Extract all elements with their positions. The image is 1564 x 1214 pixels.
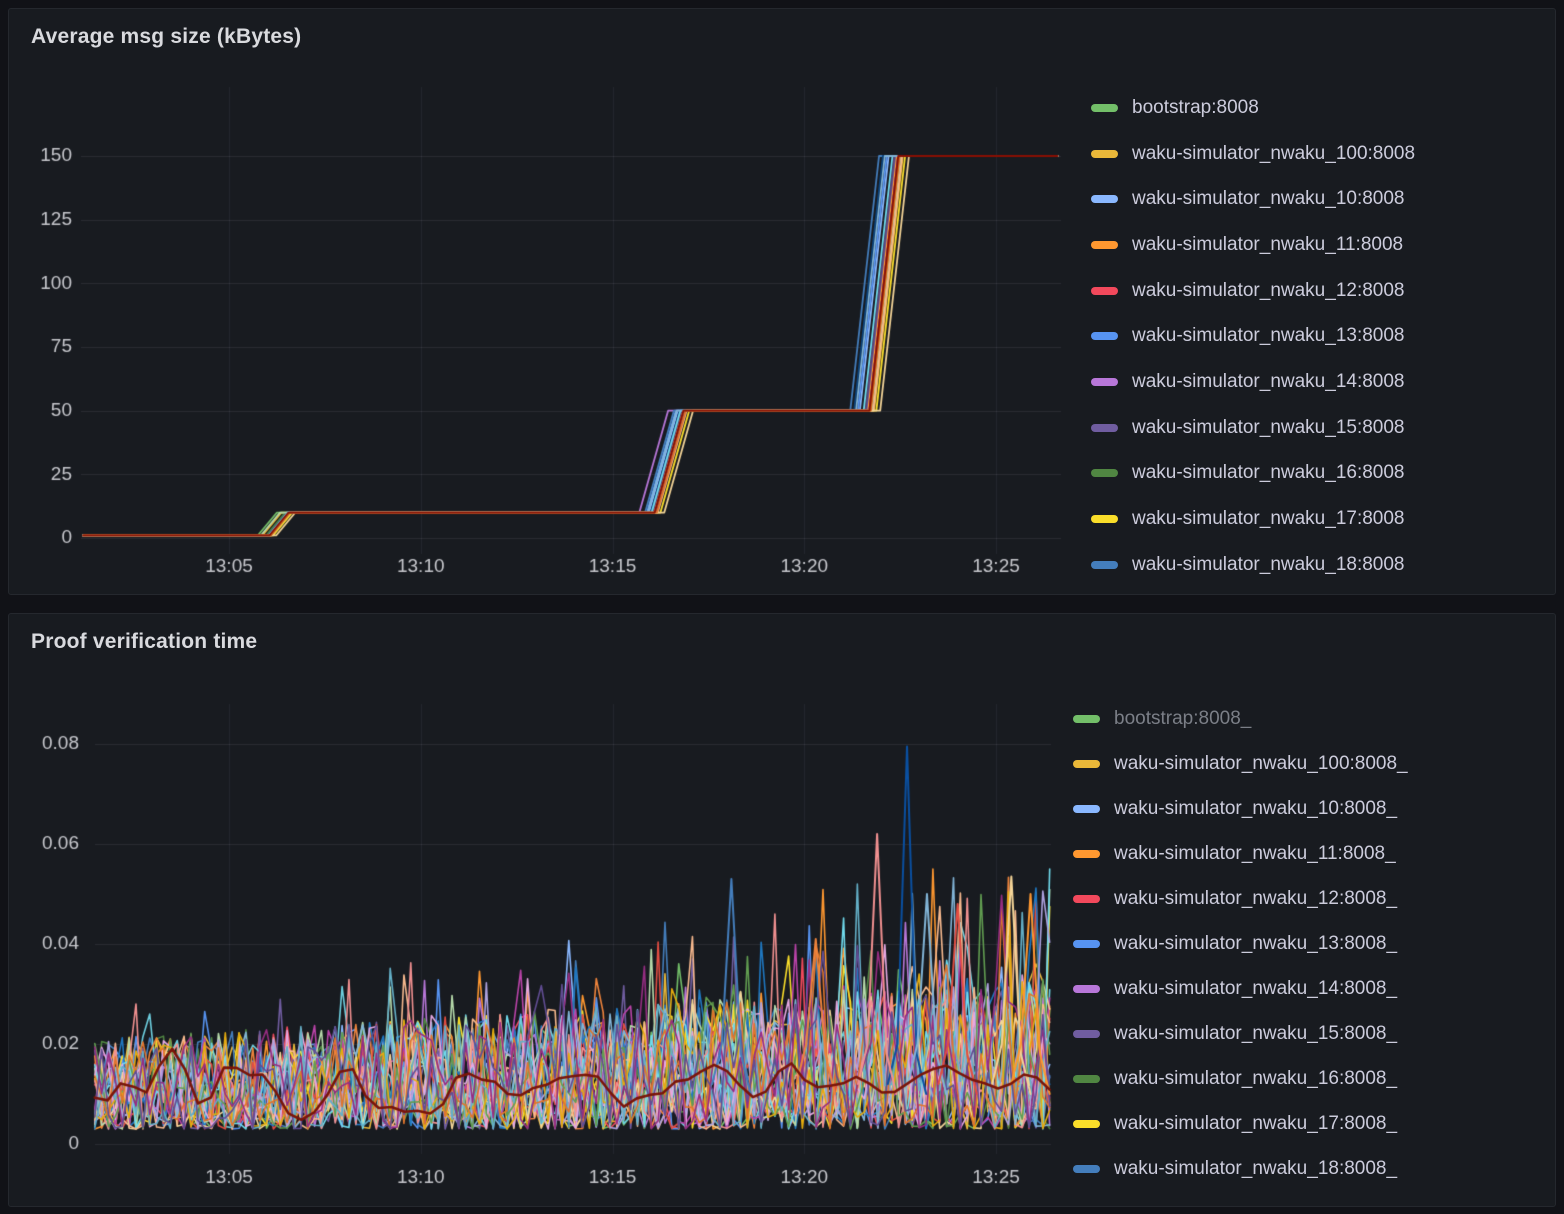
legend-item[interactable]: waku-simulator_nwaku_18:8008_ — [1073, 1146, 1408, 1191]
legend-item[interactable]: waku-simulator_nwaku_100:8008 — [1091, 131, 1415, 177]
legend-item[interactable]: waku-simulator_nwaku_14:8008_ — [1073, 966, 1408, 1011]
panel-title: Proof verification time — [31, 630, 258, 653]
legend-label: waku-simulator_nwaku_11:8008_ — [1114, 842, 1396, 864]
legend-item[interactable]: waku-simulator_nwaku_12:8008 — [1091, 268, 1415, 314]
legend-label: waku-simulator_nwaku_12:8008_ — [1114, 887, 1398, 909]
legend-item[interactable]: waku-simulator_nwaku_10:8008_ — [1073, 786, 1408, 831]
legend-swatch — [1073, 1029, 1100, 1038]
legend-swatch — [1073, 894, 1100, 903]
legend-label: waku-simulator_nwaku_100:8008_ — [1114, 752, 1408, 774]
legend-label: bootstrap:8008_ — [1114, 707, 1252, 729]
legend-swatch — [1073, 1119, 1100, 1128]
legend-swatch — [1091, 377, 1118, 386]
legend-label: waku-simulator_nwaku_15:8008_ — [1114, 1022, 1398, 1044]
legend-item[interactable]: waku-simulator_nwaku_12:8008_ — [1073, 876, 1408, 921]
legend-swatch — [1091, 423, 1118, 432]
legend-item[interactable]: waku-simulator_nwaku_11:8008_ — [1073, 831, 1408, 876]
legend-swatch — [1073, 759, 1100, 768]
legend-swatch — [1091, 149, 1118, 158]
legend-label: waku-simulator_nwaku_17:8008_ — [1114, 1112, 1398, 1134]
legend-swatch — [1073, 1164, 1100, 1173]
legend-swatch — [1091, 240, 1118, 249]
avg-msg-size-chart-canvas[interactable] — [9, 9, 1555, 594]
legend-swatch — [1091, 469, 1118, 478]
legend-swatch — [1091, 560, 1118, 569]
legend-label: waku-simulator_nwaku_10:8008 — [1132, 188, 1405, 210]
legend-label: waku-simulator_nwaku_14:8008_ — [1114, 977, 1398, 999]
legend-swatch — [1073, 849, 1100, 858]
avg-msg-size-legend: bootstrap:8008 waku-simulator_nwaku_100:8… — [1091, 85, 1415, 588]
legend-item[interactable]: waku-simulator_nwaku_11:8008 — [1091, 222, 1415, 268]
legend-swatch — [1091, 103, 1118, 112]
panel-avg-msg-size: Average msg size (kBytes) bootstrap:8008… — [8, 8, 1556, 595]
legend-label: waku-simulator_nwaku_13:8008_ — [1114, 932, 1398, 954]
legend-item[interactable]: waku-simulator_nwaku_15:8008 — [1091, 405, 1415, 451]
legend-item[interactable]: waku-simulator_nwaku_13:8008_ — [1073, 921, 1408, 966]
proof-verification-legend: bootstrap:8008_ waku-simulator_nwaku_100:… — [1073, 696, 1408, 1191]
legend-label: waku-simulator_nwaku_100:8008 — [1132, 142, 1416, 164]
legend-item[interactable]: waku-simulator_nwaku_16:8008_ — [1073, 1056, 1408, 1101]
legend-label: waku-simulator_nwaku_10:8008_ — [1114, 797, 1398, 819]
legend-label: waku-simulator_nwaku_18:8008_ — [1114, 1157, 1398, 1179]
panel-title: Average msg size (kBytes) — [31, 25, 302, 48]
legend-swatch — [1091, 195, 1118, 204]
legend-label: waku-simulator_nwaku_15:8008 — [1132, 416, 1405, 438]
legend-item[interactable]: waku-simulator_nwaku_10:8008 — [1091, 176, 1415, 222]
legend-swatch — [1091, 332, 1118, 341]
legend-item[interactable]: waku-simulator_nwaku_100:8008_ — [1073, 741, 1408, 786]
legend-swatch — [1073, 939, 1100, 948]
legend-label: bootstrap:8008 — [1132, 96, 1259, 118]
legend-label: waku-simulator_nwaku_11:8008 — [1132, 233, 1404, 255]
proof-verification-chart-canvas[interactable] — [9, 614, 1555, 1206]
legend-item[interactable]: waku-simulator_nwaku_13:8008 — [1091, 313, 1415, 359]
legend-item[interactable]: waku-simulator_nwaku_15:8008_ — [1073, 1011, 1408, 1056]
legend-label: waku-simulator_nwaku_13:8008 — [1132, 325, 1405, 347]
legend-item[interactable]: waku-simulator_nwaku_17:8008 — [1091, 496, 1415, 542]
legend-item[interactable]: bootstrap:8008 — [1091, 85, 1415, 131]
legend-item[interactable]: waku-simulator_nwaku_18:8008 — [1091, 542, 1415, 588]
legend-swatch — [1073, 714, 1100, 723]
legend-label: waku-simulator_nwaku_16:8008_ — [1114, 1067, 1398, 1089]
legend-label: waku-simulator_nwaku_14:8008 — [1132, 370, 1405, 392]
legend-swatch — [1091, 286, 1118, 295]
legend-label: waku-simulator_nwaku_18:8008 — [1132, 553, 1405, 575]
legend-label: waku-simulator_nwaku_12:8008 — [1132, 279, 1405, 301]
legend-item[interactable]: waku-simulator_nwaku_17:8008_ — [1073, 1101, 1408, 1146]
legend-item[interactable]: bootstrap:8008_ — [1073, 696, 1408, 741]
legend-swatch — [1073, 984, 1100, 993]
legend-item[interactable]: waku-simulator_nwaku_16:8008 — [1091, 451, 1415, 497]
legend-swatch — [1091, 515, 1118, 524]
panel-proof-verification-time: Proof verification time bootstrap:8008_w… — [8, 613, 1556, 1207]
legend-swatch — [1073, 804, 1100, 813]
legend-label: waku-simulator_nwaku_16:8008 — [1132, 462, 1405, 484]
legend-item[interactable]: waku-simulator_nwaku_14:8008 — [1091, 359, 1415, 405]
legend-label: waku-simulator_nwaku_17:8008 — [1132, 508, 1405, 530]
legend-swatch — [1073, 1074, 1100, 1083]
